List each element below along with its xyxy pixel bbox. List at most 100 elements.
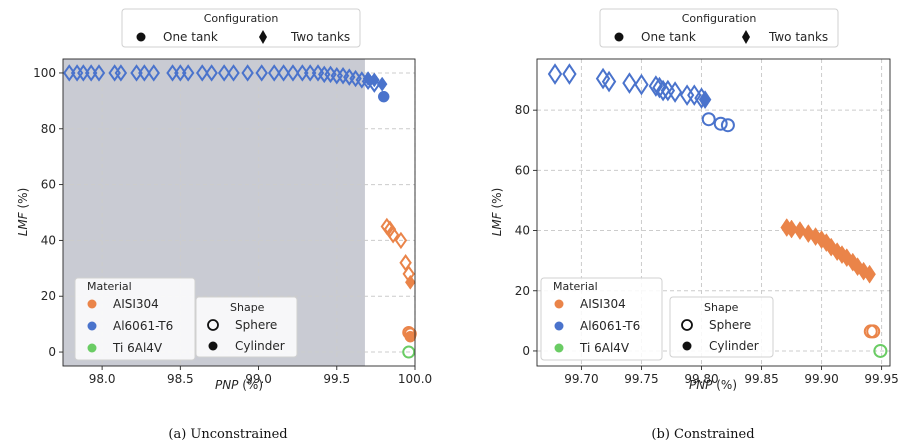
data-point bbox=[377, 90, 390, 103]
data-point bbox=[698, 90, 712, 110]
y-axis-label-b: LMF (%) bbox=[490, 188, 504, 237]
data-point bbox=[205, 64, 218, 82]
one-tank-circle-icon bbox=[136, 32, 146, 42]
x-tick-label: 100.0 bbox=[398, 372, 432, 386]
sphere-hollow-circle-icon bbox=[207, 319, 219, 331]
chart-panel-a: 98.0 98.5 99.0 99.5 100.0 0 20 40 60 80 100 PNP (%… bbox=[16, 8, 432, 442]
legend-title: Shape bbox=[230, 301, 265, 314]
axis-label-unit: (%) bbox=[712, 378, 737, 392]
legend-title: Material bbox=[87, 280, 132, 293]
axis-label-name: LMF bbox=[490, 211, 504, 236]
legend-two-tanks: Two tanks bbox=[768, 30, 828, 44]
two-tanks-diamond-icon bbox=[259, 30, 267, 44]
legend-box bbox=[121, 8, 361, 48]
data-point bbox=[840, 248, 854, 268]
data-point bbox=[687, 84, 702, 106]
x-tick-label: 98.5 bbox=[167, 372, 194, 386]
ticks-b: 99.70 99.75 99.80 99.85 99.90 99.95 0 20 40 60 80 bbox=[515, 103, 899, 386]
x-tick-label: 99.5 bbox=[323, 372, 350, 386]
legend-two-tanks: Two tanks bbox=[290, 30, 350, 44]
legend-cylinder: Cylinder bbox=[709, 339, 759, 353]
caption-b: (b) Constrained bbox=[651, 427, 754, 442]
shape-legend-a: Shape Sphere Cylinder bbox=[195, 296, 298, 358]
data-point bbox=[863, 264, 876, 284]
data-point bbox=[701, 112, 716, 127]
cylinder-filled-circle-icon bbox=[682, 341, 692, 351]
axis-label-unit: (%) bbox=[490, 188, 504, 213]
legend-box bbox=[74, 277, 196, 361]
data-point bbox=[114, 64, 128, 82]
al6061-swatch-icon bbox=[554, 321, 564, 331]
data-point bbox=[404, 330, 417, 343]
y-tick-label: 60 bbox=[41, 178, 56, 192]
legend-title: Configuration bbox=[682, 12, 757, 25]
grid-b bbox=[537, 59, 890, 366]
data-point bbox=[147, 64, 160, 82]
data-point bbox=[376, 76, 388, 92]
configuration-legend-b: Configuration One tank Two tanks bbox=[599, 8, 839, 48]
data-point bbox=[369, 72, 380, 88]
legend-box bbox=[195, 296, 298, 358]
y-tick-label: 100 bbox=[33, 66, 56, 80]
y-tick-label: 40 bbox=[515, 224, 530, 238]
legend-title: Shape bbox=[704, 301, 739, 314]
legend-ti6al4v: Ti 6Al4V bbox=[579, 341, 630, 355]
data-point bbox=[241, 64, 254, 82]
ti6al4v-swatch-icon bbox=[87, 343, 97, 353]
data-point bbox=[277, 64, 290, 82]
y-tick-label: 0 bbox=[48, 345, 56, 359]
axis-label-name: PNP bbox=[689, 378, 713, 392]
ticks-a: 98.0 98.5 99.0 99.5 100.0 0 20 40 60 80 100 bbox=[33, 66, 432, 386]
y-tick-label: 40 bbox=[41, 233, 56, 247]
data-point bbox=[92, 64, 106, 82]
shape-legend-b: Shape Sphere Cylinder bbox=[669, 296, 774, 358]
material-legend-b: Material AISI304 Al6061-T6 Ti 6Al4V bbox=[540, 277, 663, 361]
data-point bbox=[720, 118, 735, 133]
data-point bbox=[622, 72, 637, 94]
x-tick-label: 99.70 bbox=[564, 372, 598, 386]
x-tick-label: 99.0 bbox=[245, 372, 272, 386]
axes-frame-b bbox=[536, 58, 891, 367]
aisi304-swatch-icon bbox=[554, 299, 564, 309]
marks-b bbox=[547, 63, 888, 358]
data-point bbox=[402, 345, 416, 359]
axis-label-name: PNP bbox=[215, 378, 239, 392]
x-tick-label: 98.0 bbox=[89, 372, 116, 386]
data-point bbox=[667, 81, 683, 103]
x-tick-label: 99.90 bbox=[804, 372, 838, 386]
data-point bbox=[386, 226, 400, 244]
x-tick-label: 99.75 bbox=[624, 372, 658, 386]
axis-label-unit: (%) bbox=[238, 378, 263, 392]
data-point bbox=[652, 76, 667, 99]
data-point bbox=[562, 63, 577, 85]
data-point bbox=[547, 63, 563, 85]
legend-one-tank: One tank bbox=[641, 30, 696, 44]
legend-aisi304: AISI304 bbox=[113, 297, 159, 311]
data-point bbox=[196, 64, 209, 82]
x-axis-label-a-text: PNP (%) bbox=[215, 378, 263, 392]
configuration-legend-a: Configuration One tank Two tanks bbox=[121, 8, 361, 48]
y-tick-label: 60 bbox=[515, 163, 530, 177]
legend-one-tank: One tank bbox=[163, 30, 218, 44]
legend-sphere: Sphere bbox=[709, 318, 751, 332]
one-tank-circle-icon bbox=[614, 32, 624, 42]
legend-aisi304: AISI304 bbox=[580, 297, 626, 311]
axes-frame-a bbox=[62, 58, 416, 367]
axis-label-name: LMF bbox=[16, 211, 30, 236]
data-point bbox=[404, 274, 416, 290]
data-point bbox=[255, 64, 268, 82]
legend-al6061: Al6061-T6 bbox=[580, 319, 640, 333]
x-tick-label: 99.95 bbox=[864, 372, 898, 386]
data-point bbox=[793, 221, 807, 241]
y-tick-label: 0 bbox=[522, 344, 530, 358]
marks-a bbox=[63, 64, 417, 359]
data-point bbox=[227, 64, 240, 82]
legend-sphere: Sphere bbox=[235, 318, 277, 332]
data-point bbox=[802, 224, 815, 244]
al6061-swatch-icon bbox=[87, 321, 97, 331]
data-point bbox=[824, 237, 838, 257]
material-legend-a: Material AISI304 Al6061-T6 Ti 6Al4V bbox=[74, 277, 196, 361]
data-point bbox=[362, 71, 374, 86]
data-point bbox=[634, 73, 649, 96]
